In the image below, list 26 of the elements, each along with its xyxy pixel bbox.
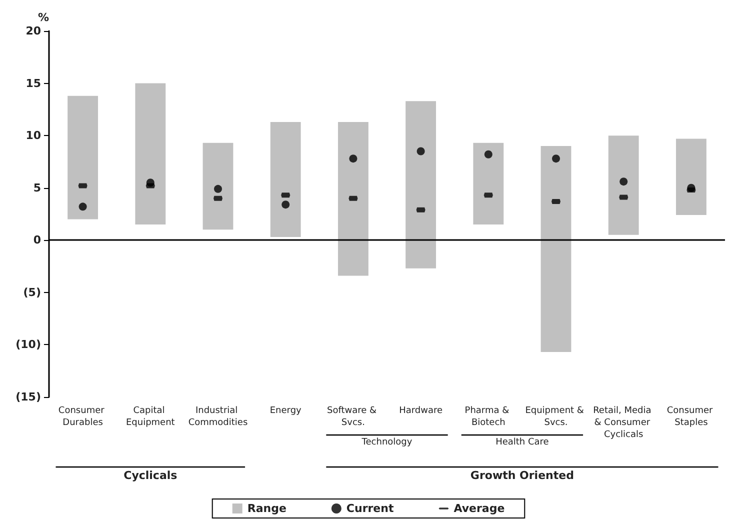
x-tick-label: Hardware (399, 406, 443, 416)
x-tick-label: Pharma & Biotech (464, 406, 512, 428)
y-tick-label: 20 (26, 24, 42, 38)
text: Health Care (496, 438, 550, 448)
legend-label: Current (346, 502, 394, 515)
text: Technology (360, 438, 413, 448)
y-tick-label: (5) (23, 286, 41, 299)
x-tick-label: Energy (270, 406, 302, 416)
x-tick-label: Consumer Durables (58, 406, 108, 428)
y-tick-label: 15 (26, 76, 41, 90)
text: Cyclicals (124, 469, 178, 482)
legend-label: Range (247, 502, 286, 515)
y-tick-label: (15) (16, 390, 41, 404)
y-tick-label: 0 (33, 234, 42, 247)
x-tick-label: Consumer Staples (666, 406, 716, 428)
y-tick-label: 10 (26, 129, 42, 142)
x-tick-label: Retail, Media & Consumer Cyclicals (593, 406, 654, 440)
text: Growth Oriented (470, 469, 574, 482)
x-tick-label: Equipment & Svcs. (525, 406, 587, 428)
x-tick-label: Capital Equipment (126, 406, 176, 428)
x-tick-label: Software & Svcs. (326, 406, 380, 428)
y-axis-title: % (38, 11, 49, 24)
y-tick-label: 5 (33, 181, 41, 194)
x-tick-label: Industrial Commodities (188, 406, 248, 428)
y-tick-label: (10) (16, 338, 41, 352)
legend-label: Average (454, 502, 505, 515)
